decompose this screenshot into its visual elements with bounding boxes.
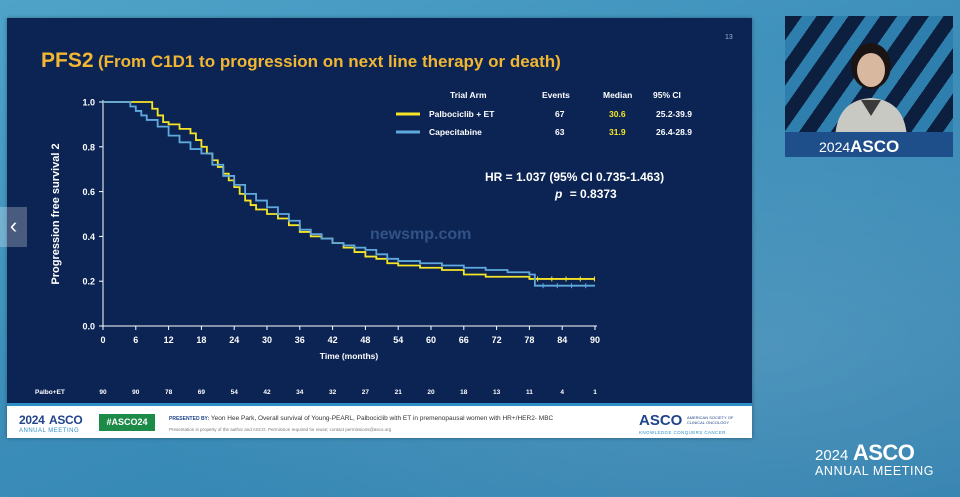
footer-logo-name: ASCO [48, 413, 83, 427]
chevron-left-icon: ‹ [9, 213, 18, 238]
footer-asco-tagline: KNOWLEDGE CONQUERS CANCER [639, 430, 726, 435]
y-tick-label-0: 0.0 [82, 322, 95, 332]
x-tick-label-9: 54 [393, 335, 403, 345]
x-tick-label-7: 42 [328, 335, 338, 345]
risk-cell-0-4: 54 [231, 389, 239, 396]
speaker-video-panel: 2024ASCO [785, 16, 953, 157]
p-value-label: p [554, 187, 562, 201]
presentation-slide: PFS2 (From C1D1 to progression on next l… [7, 18, 752, 438]
speaker-logo-name: ASCO [850, 137, 900, 156]
footer-asco-logo: 2024 ASCO ANNUAL MEETING [19, 411, 83, 434]
x-tick-label-12: 72 [492, 335, 502, 345]
x-tick-label-6: 36 [295, 335, 305, 345]
x-tick-label-4: 24 [229, 335, 239, 345]
footer-logo-sub: ANNUAL MEETING [19, 428, 80, 434]
footer-logo-year: 2024 [19, 413, 45, 427]
risk-cell-0-5: 42 [263, 389, 271, 396]
x-tick-label-5: 30 [262, 335, 272, 345]
legend-median-palbociclib: 30.6 [609, 109, 626, 119]
legend-table: Trial Arm Events Median 95% CI Palbocicl… [396, 90, 692, 137]
x-tick-label-8: 48 [360, 335, 370, 345]
legend-events-palbociclib: 67 [555, 109, 565, 119]
speaker-logo-bar [785, 132, 953, 157]
p-value-number: = 0.8373 [570, 187, 617, 201]
risk-cell-0-9: 21 [395, 389, 403, 396]
risk-table: Palbo+ET909078695442343227212018131141Ca… [35, 389, 597, 396]
legend-ci-capecitabine: 26.4-28.9 [656, 127, 692, 137]
x-tick-label-1: 6 [133, 335, 138, 345]
y-tick-label-1: 0.2 [82, 277, 95, 287]
slide-title-sub: (From C1D1 to progression on next line t… [97, 52, 561, 71]
legend-median-capecitabine: 31.9 [609, 127, 626, 137]
legend-arm-palbociclib: Palbociclib + ET [429, 109, 495, 119]
risk-cell-0-1: 90 [132, 389, 140, 396]
watermark: newsmp.com [370, 226, 472, 243]
x-tick-label-2: 12 [164, 335, 174, 345]
risk-cell-0-11: 18 [460, 389, 468, 396]
y-tick-label-4: 0.8 [82, 142, 95, 152]
risk-cell-0-8: 27 [362, 389, 370, 396]
previous-slide-button[interactable]: ‹ [0, 207, 27, 247]
x-tick-label-13: 78 [524, 335, 534, 345]
corner-logo-name: ASCO [852, 440, 915, 465]
risk-cell-0-6: 34 [296, 389, 304, 396]
corner-asco-logo: 2024 ASCO ANNUAL MEETING [815, 440, 934, 478]
footer-asco-name: ASCO [639, 412, 683, 429]
footer-presented-by: PRESENTED BY: Yeon Hee Park, Overall sur… [169, 415, 553, 422]
x-tick-label-11: 66 [459, 335, 469, 345]
legend-header-arm: Trial Arm [450, 90, 487, 100]
x-tick-label-10: 60 [426, 335, 436, 345]
corner-logo-year: 2024 [815, 447, 849, 464]
chart-series [103, 101, 595, 289]
hazard-ratio-text: HR = 1.037 (95% CI 0.735-1.463) [485, 170, 664, 184]
risk-cell-0-15: 1 [593, 389, 597, 396]
legend-events-capecitabine: 63 [555, 127, 565, 137]
legend-header-ci: 95% CI [653, 90, 681, 100]
y-axis-title: Progression free survival 2 [50, 143, 62, 284]
legend-ci-palbociclib: 25.2-39.9 [656, 109, 692, 119]
slide-footer: 2024 ASCO ANNUAL MEETING #ASCO24 PRESENT… [7, 403, 752, 438]
footer-hashtag: #ASCO24 [99, 414, 155, 431]
footer-presented-label: PRESENTED BY: [169, 416, 210, 422]
risk-cell-0-13: 11 [526, 389, 533, 396]
legend-arm-capecitabine: Capecitabine [429, 127, 482, 137]
x-tick-label-15: 90 [590, 335, 600, 345]
km-chart: 0.0 0.2 0.4 0.6 0.8 1.0 0 6 12 18 24 30 36 42 48 54 60 66… [35, 90, 692, 396]
footer-presented-text: Yeon Hee Park, Overall survival of Young… [210, 415, 554, 422]
speaker-person-icon [835, 43, 907, 138]
risk-cell-0-0: 90 [99, 389, 107, 396]
x-axis-title: Time (months) [320, 351, 379, 361]
y-tick-label-3: 0.6 [82, 187, 95, 197]
footer-asco-brand: ASCO AMERICAN SOCIETY OF CLINICAL ONCOLO… [639, 412, 733, 435]
y-tick-label-5: 1.0 [82, 98, 95, 108]
slide-title: PFS2 (From C1D1 to progression on next l… [41, 49, 561, 73]
risk-cell-0-7: 32 [329, 389, 337, 396]
risk-cell-0-14: 4 [560, 389, 564, 396]
risk-row-label-0: Palbo+ET [35, 389, 65, 396]
risk-cell-0-2: 78 [165, 389, 173, 396]
footer-permission-note: Presentation is property of the author a… [169, 427, 392, 432]
risk-cell-0-12: 13 [493, 389, 501, 396]
x-tick-label-3: 18 [196, 335, 206, 345]
risk-cell-0-10: 20 [427, 389, 435, 396]
x-tick-label-0: 0 [100, 335, 105, 345]
speaker-asco-logo: 2024ASCO [819, 137, 899, 157]
footer-asco-org: AMERICAN SOCIETY OF CLINICAL ONCOLOGY [687, 415, 734, 425]
p-value-text: p = 0.8373 [554, 187, 617, 201]
y-tick-label-2: 0.4 [82, 232, 95, 242]
legend-header-events: Events [542, 90, 570, 100]
chart-axes: 0.0 0.2 0.4 0.6 0.8 1.0 0 6 12 18 24 30 36 42 48 54 60 66… [50, 98, 600, 362]
km-curve-capecitabine [103, 101, 595, 287]
x-tick-label-14: 84 [557, 335, 567, 345]
speaker-logo-year: 2024 [819, 139, 851, 155]
slide-title-main: PFS2 [41, 49, 94, 72]
legend-header-median: Median [603, 90, 632, 100]
risk-cell-0-3: 69 [198, 389, 206, 396]
corner-logo-sub: ANNUAL MEETING [815, 464, 935, 478]
slide-page-number: 13 [725, 34, 733, 41]
km-curve-palbociclib [103, 101, 595, 280]
